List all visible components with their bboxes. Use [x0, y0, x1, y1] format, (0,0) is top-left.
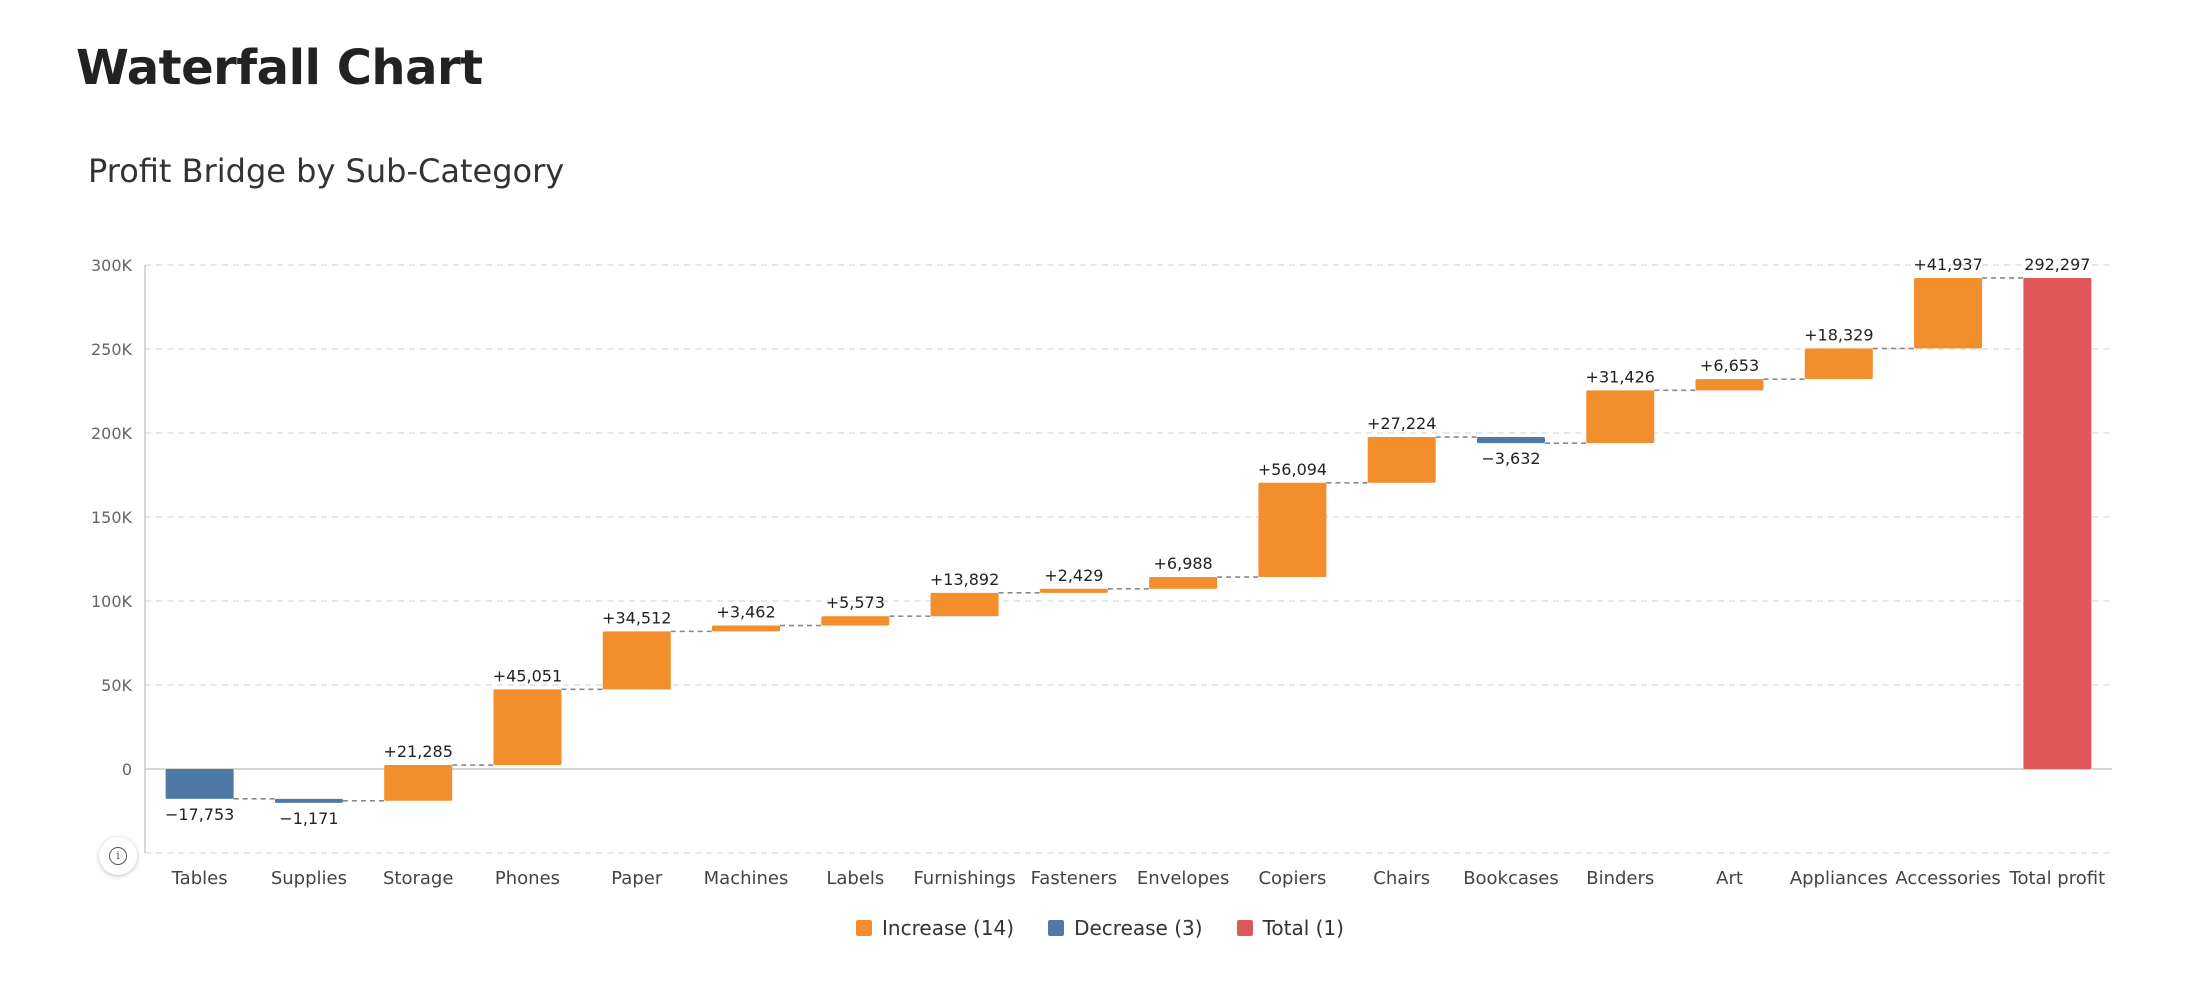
- data-label: −1,171: [279, 809, 338, 828]
- x-tick-label: Paper: [611, 868, 663, 889]
- data-label: 292,297: [2024, 255, 2090, 274]
- x-tick-label: Labels: [826, 868, 884, 889]
- bar-decrease: [274, 798, 343, 803]
- x-tick-label: Art: [1716, 868, 1743, 889]
- bar-increase: [384, 765, 453, 801]
- data-label: +13,892: [930, 570, 999, 589]
- legend-item-total[interactable]: Total (1): [1236, 916, 1344, 940]
- x-tick-label: Phones: [495, 868, 560, 889]
- data-label: −17,753: [165, 805, 234, 824]
- bar-increase: [821, 616, 890, 626]
- bar-increase: [1586, 390, 1655, 444]
- data-label: +2,429: [1044, 566, 1103, 585]
- data-label: +21,285: [383, 742, 452, 761]
- info-button[interactable]: i: [99, 837, 137, 875]
- y-tick-label: 50K: [101, 676, 132, 695]
- data-label: +27,224: [1367, 414, 1436, 433]
- data-label: +5,573: [826, 593, 885, 612]
- x-tick-label: Chairs: [1373, 868, 1430, 889]
- x-tick-label: Machines: [704, 868, 789, 889]
- bar-increase: [1914, 277, 1983, 349]
- data-label: +18,329: [1804, 325, 1873, 344]
- bar-total: [2023, 277, 2092, 769]
- data-label: +45,051: [493, 666, 562, 685]
- legend-item-decrease[interactable]: Decrease (3): [1048, 916, 1203, 940]
- x-tick-label: Bookcases: [1463, 868, 1559, 889]
- y-tick-label: 150K: [91, 508, 133, 527]
- data-label: +41,937: [1913, 255, 1982, 274]
- bar-decrease: [1476, 437, 1545, 444]
- x-tick-label: Supplies: [271, 868, 347, 889]
- y-tick-label: 100K: [91, 592, 133, 611]
- chart-subtitle: Profit Bridge by Sub-Category: [88, 152, 565, 190]
- x-tick-label: Binders: [1586, 868, 1654, 889]
- legend-swatch-increase: [856, 920, 873, 936]
- bar-decrease: [165, 769, 234, 799]
- bar-increase: [1149, 577, 1218, 589]
- bar-increase: [930, 592, 999, 617]
- data-label: −3,632: [1481, 449, 1540, 468]
- bar-increase: [1804, 348, 1873, 380]
- page-title: Waterfall Chart: [76, 40, 483, 96]
- data-label: +6,988: [1154, 554, 1213, 573]
- x-tick-label: Fasteners: [1031, 868, 1118, 889]
- data-label: +56,094: [1258, 460, 1327, 479]
- legend-label-increase: Increase (14): [882, 916, 1015, 940]
- x-tick-label: Accessories: [1895, 868, 2001, 889]
- x-tick-label: Envelopes: [1137, 868, 1229, 889]
- y-tick-label: 250K: [91, 340, 133, 359]
- chart-legend: Increase (14) Decrease (3) Total (1): [0, 916, 2200, 940]
- bar-increase: [602, 631, 671, 690]
- x-tick-label: Furnishings: [913, 868, 1015, 889]
- legend-item-increase[interactable]: Increase (14): [856, 916, 1014, 940]
- bar-increase: [1258, 482, 1327, 578]
- bar-increase: [1367, 437, 1436, 483]
- legend-label-decrease: Decrease (3): [1074, 916, 1203, 940]
- y-tick-label: 200K: [91, 424, 133, 443]
- x-tick-label: Appliances: [1790, 868, 1888, 889]
- x-tick-label: Storage: [383, 868, 453, 889]
- data-label: +3,462: [716, 603, 775, 622]
- y-tick-label: 0: [122, 760, 132, 779]
- legend-swatch-total: [1236, 920, 1253, 936]
- x-tick-label: Copiers: [1258, 868, 1326, 889]
- legend-label-total: Total (1): [1262, 916, 1344, 940]
- data-label: +31,426: [1586, 367, 1655, 386]
- bar-increase: [1039, 588, 1108, 593]
- data-label: +6,653: [1700, 356, 1759, 375]
- x-tick-label: Tables: [171, 868, 228, 889]
- legend-swatch-decrease: [1048, 920, 1065, 936]
- bar-increase: [493, 689, 562, 766]
- data-label: +34,512: [602, 608, 671, 627]
- y-tick-label: 300K: [91, 256, 133, 275]
- bar-increase: [712, 625, 781, 632]
- bar-increase: [1695, 379, 1764, 391]
- info-icon: i: [109, 847, 127, 865]
- x-tick-label: Total profit: [2009, 868, 2106, 889]
